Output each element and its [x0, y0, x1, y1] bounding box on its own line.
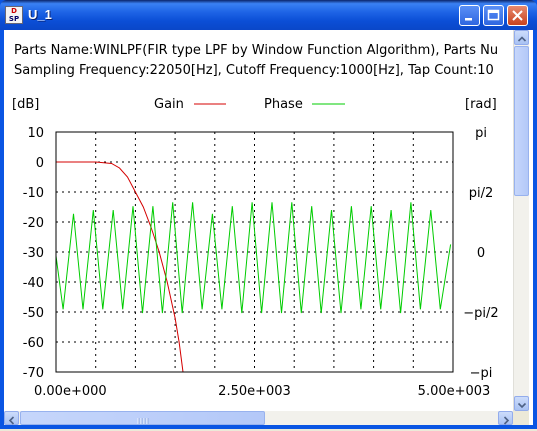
sampling-info-line: Sampling Frequency:22050[Hz], Cutoff Fre… — [14, 63, 494, 78]
left-tick-label: -10 — [23, 186, 44, 201]
chevron-down-icon — [517, 402, 527, 409]
gain-line — [56, 161, 184, 373]
chevron-up-icon — [517, 36, 527, 42]
right-tick-label: 0 — [477, 246, 485, 261]
left-tick-label: -40 — [23, 276, 44, 291]
plot-frame — [55, 131, 454, 373]
scroll-right-button[interactable] — [498, 411, 513, 425]
minimize-icon — [465, 18, 472, 21]
scroll-down-button[interactable] — [514, 396, 529, 411]
scroll-grip-icon — [137, 418, 149, 424]
right-axis-unit: [rad] — [465, 97, 497, 112]
phase-line — [55, 202, 452, 314]
close-icon — [512, 10, 523, 21]
right-tick-label: −pi/2 — [463, 306, 498, 321]
parts-name-line: Parts Name:WINLPF(FIR type LPF by Window… — [14, 43, 499, 58]
chart-grid — [56, 132, 453, 372]
left-tick-label: -30 — [23, 246, 44, 261]
close-button[interactable] — [507, 5, 528, 26]
client-area: Parts Name:WINLPF(FIR type LPF by Window… — [4, 30, 533, 425]
left-tick-label: -50 — [23, 306, 44, 321]
left-tick-label: 0 — [36, 156, 44, 171]
size-grip[interactable] — [513, 411, 529, 425]
x-tick-label: 2.50e+003 — [218, 384, 291, 399]
chevron-left-icon — [8, 416, 15, 425]
right-tick-label: pi — [475, 126, 487, 141]
phase-series — [55, 202, 452, 314]
minimize-button[interactable] — [459, 5, 480, 26]
frequency-response-chart: [dB] [rad] Gain Phase 10 0 -10 -20 -30 -40 -50… — [12, 97, 499, 399]
legend-phase-label: Phase — [264, 97, 303, 112]
left-tick-label: -20 — [23, 216, 44, 231]
left-axis-unit: [dB] — [12, 97, 39, 112]
vertical-scroll-thumb[interactable] — [514, 46, 529, 196]
window-title: U_1 — [28, 7, 52, 22]
vertical-scrollbar[interactable] — [513, 30, 529, 411]
right-tick-label: −pi — [470, 366, 493, 381]
chevron-right-icon — [503, 416, 510, 425]
gain-series — [56, 161, 184, 373]
horizontal-scrollbar[interactable] — [4, 411, 513, 425]
left-tick-label: -60 — [23, 336, 44, 351]
x-tick-label: 5.00e+003 — [418, 384, 491, 399]
app-icon[interactable]: D SP — [5, 6, 23, 24]
scroll-left-button[interactable] — [4, 411, 19, 425]
scroll-up-button[interactable] — [514, 30, 529, 45]
legend-gain-label: Gain — [154, 97, 184, 112]
right-tick-label: pi/2 — [469, 186, 494, 201]
left-tick-label: 10 — [27, 126, 44, 141]
title-bar[interactable]: D SP U_1 — [0, 0, 537, 30]
app-icon-letters-sp: SP — [8, 15, 20, 23]
maximize-button[interactable] — [483, 5, 504, 26]
left-tick-label: -70 — [23, 366, 44, 381]
x-tick-label: 0.00e+000 — [34, 384, 107, 399]
horizontal-scroll-thumb[interactable] — [20, 411, 265, 425]
app-icon-letter-d: D — [11, 7, 17, 15]
chart-legend: Gain Phase — [154, 97, 345, 112]
axis-tick-labels: 10 0 -10 -20 -30 -40 -50 -60 -70 pi pi/2 0 −pi/2 −pi 0… — [23, 126, 499, 399]
maximize-icon — [487, 9, 500, 21]
